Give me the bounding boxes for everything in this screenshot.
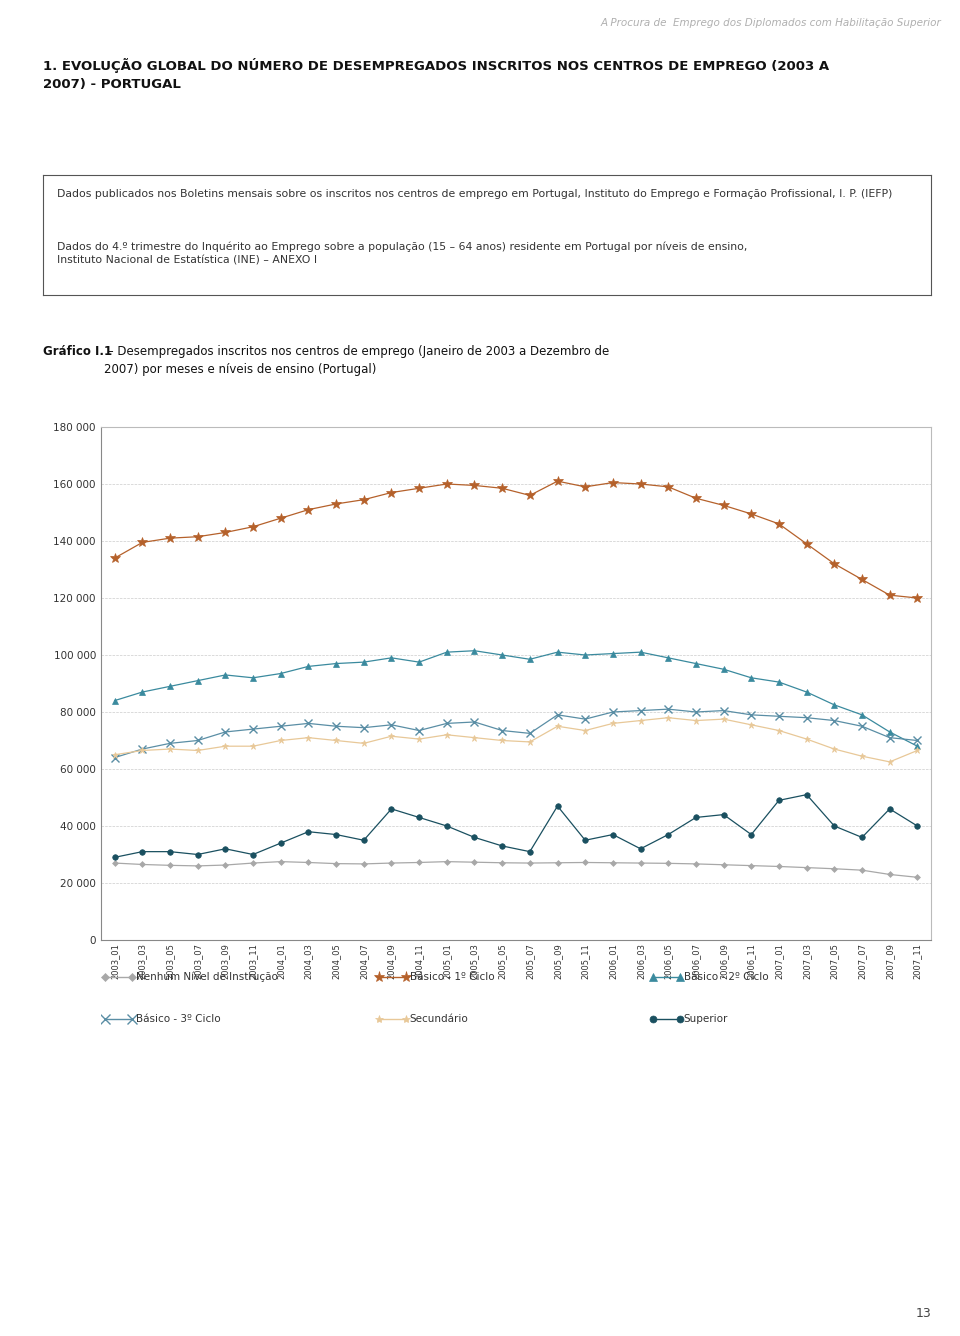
Text: Nenhum Nível de Instrução: Nenhum Nível de Instrução	[135, 971, 277, 982]
Text: Dados publicados nos Boletins mensais sobre os inscritos nos centros de emprego : Dados publicados nos Boletins mensais so…	[57, 190, 892, 199]
Text: A Procura de  Emprego dos Diplomados com Habilitação Superior: A Procura de Emprego dos Diplomados com …	[600, 17, 941, 28]
Text: Secundário: Secundário	[410, 1014, 468, 1023]
Text: Básico - 3º Ciclo: Básico - 3º Ciclo	[135, 1014, 220, 1023]
Text: Básico - 2º Ciclo: Básico - 2º Ciclo	[684, 971, 768, 982]
Text: Superior: Superior	[684, 1014, 728, 1023]
Text: Básico - 1º Ciclo: Básico - 1º Ciclo	[410, 971, 494, 982]
Text: 13: 13	[916, 1307, 931, 1320]
Text: 1. EVOLUÇÃO GLOBAL DO NÚMERO DE DESEMPREGADOS INSCRITOS NOS CENTROS DE EMPREGO (: 1. EVOLUÇÃO GLOBAL DO NÚMERO DE DESEMPRE…	[43, 57, 829, 91]
Text: Gráfico I.1: Gráfico I.1	[43, 345, 112, 358]
Text: – Desempregados inscritos nos centros de emprego (Janeiro de 2003 a Dezembro de
: – Desempregados inscritos nos centros de…	[104, 345, 609, 375]
Text: Dados do 4.º trimestre do Inquérito ao Emprego sobre a população (15 – 64 anos) : Dados do 4.º trimestre do Inquérito ao E…	[57, 240, 747, 266]
